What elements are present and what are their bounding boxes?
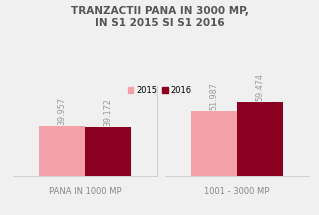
Text: TRANZACTII PANA IN 3000 MP,
IN S1 2015 SI S1 2016: TRANZACTII PANA IN 3000 MP, IN S1 2015 S…	[70, 6, 249, 28]
Bar	[191, 111, 237, 176]
Text: 59.474: 59.474	[256, 73, 265, 101]
Text: 39.957: 39.957	[57, 97, 66, 125]
Bar	[39, 126, 85, 176]
Bar	[237, 102, 283, 176]
Bar	[85, 127, 131, 176]
Text: 51.987: 51.987	[209, 82, 219, 110]
Legend: 2015, 2016: 2015, 2016	[124, 83, 195, 98]
Text: 39.172: 39.172	[104, 98, 113, 126]
